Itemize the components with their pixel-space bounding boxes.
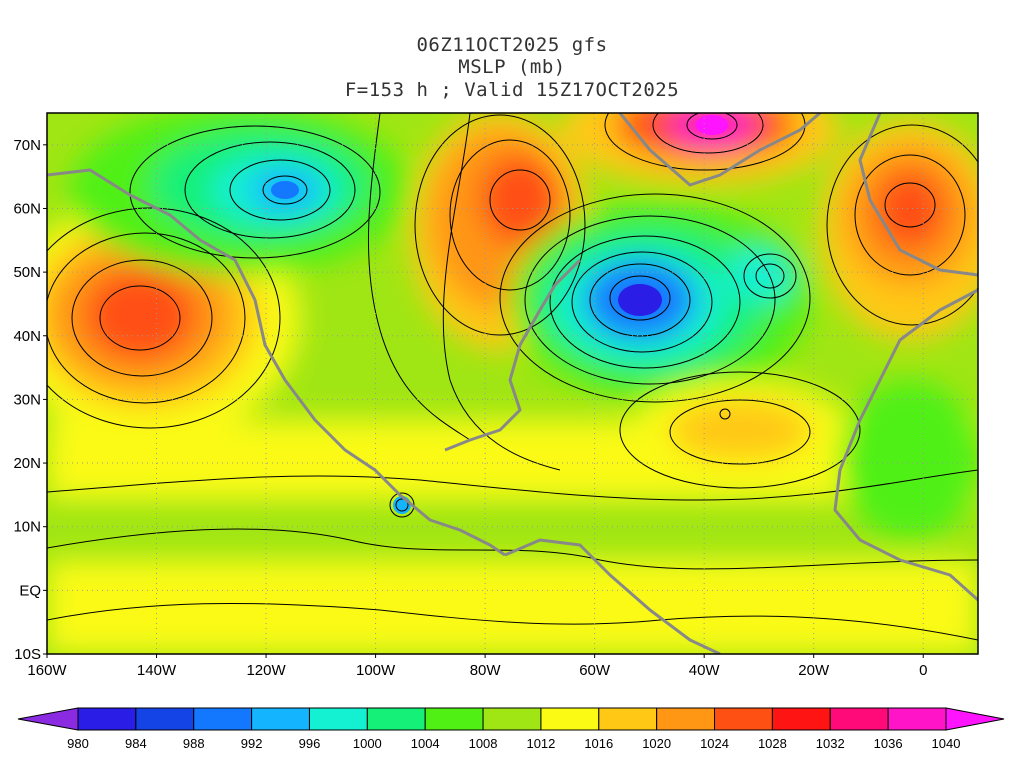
lat-label: 60N — [13, 200, 41, 217]
isobars — [47, 113, 978, 641]
lon-label: 20W — [798, 662, 830, 679]
colorbar-label: 988 — [183, 736, 205, 751]
colorbar-arrow-high — [945, 707, 1005, 731]
colorbar-swatch — [656, 707, 716, 731]
colorbar-label: 984 — [125, 736, 147, 751]
lat-label: 50N — [13, 264, 41, 281]
colorbar-label: 1020 — [642, 736, 671, 751]
colorbar-swatch — [424, 707, 484, 731]
colorbar-swatch — [829, 707, 889, 731]
colorbar-swatch — [77, 707, 137, 731]
lon-label: 60W — [579, 662, 611, 679]
lon-label: 100W — [356, 662, 396, 679]
lon-label: 140W — [137, 662, 177, 679]
colorbar-swatch — [135, 707, 195, 731]
colorbar-label: 996 — [299, 736, 321, 751]
colorbar-swatch — [308, 707, 368, 731]
longitude-labels: 160W 140W 120W 100W 80W 60W 40W 20W 0 — [27, 654, 927, 679]
lat-label: 10S — [14, 646, 41, 663]
lon-label: 80W — [470, 662, 502, 679]
lat-label: 10N — [13, 519, 41, 536]
colorbar-label: 1016 — [584, 736, 613, 751]
colorbar-label: 1000 — [353, 736, 382, 751]
colorbar-swatch — [887, 707, 947, 731]
coastlines — [47, 113, 978, 654]
map-title-run: 06Z11OCT2025 gfs — [416, 34, 608, 56]
colorbar-label: 1032 — [816, 736, 845, 751]
pressure-field — [47, 113, 978, 654]
colorbar-swatch — [598, 707, 658, 731]
map-title-field: MSLP (mb) — [458, 56, 566, 78]
colorbar-label: 1028 — [758, 736, 787, 751]
colorbar-swatch — [366, 707, 426, 731]
colorbar-label: 1004 — [411, 736, 440, 751]
lon-label: 0 — [919, 662, 927, 679]
colorbar-label: 1036 — [874, 736, 903, 751]
colorbar-swatch — [251, 707, 310, 731]
colorbar-label: 1008 — [469, 736, 498, 751]
latitude-labels: 70N 60N 50N 40N 30N 20N 10N EQ 10S — [13, 137, 47, 663]
lat-label: 70N — [13, 137, 41, 154]
colorbar-label: 1012 — [526, 736, 555, 751]
map-title-valid: F=153 h ; Valid 15Z17OCT2025 — [344, 79, 680, 101]
lat-label: EQ — [19, 582, 41, 599]
colorbar-label: 980 — [67, 736, 89, 751]
colorbar-swatch — [482, 707, 542, 731]
colorbar-arrow-low — [17, 707, 79, 731]
lon-label: 120W — [246, 662, 286, 679]
lon-label: 160W — [27, 662, 67, 679]
lon-label: 40W — [689, 662, 721, 679]
lat-lon-grid — [47, 113, 978, 654]
colorbar-swatch — [193, 707, 253, 731]
colorbar: 980 984 988 992 996 1000 1004 1008 1012 1016 1020 1… — [17, 707, 1005, 751]
colorbar-swatch — [771, 707, 831, 731]
lat-label: 30N — [13, 391, 41, 408]
colorbar-swatch — [714, 707, 773, 731]
lat-label: 40N — [13, 328, 41, 345]
colorbar-label: 1040 — [932, 736, 961, 751]
lat-label: 20N — [13, 455, 41, 472]
colorbar-swatch — [540, 707, 600, 731]
map-frame — [46, 112, 979, 655]
colorbar-label: 1024 — [700, 736, 729, 751]
colorbar-label: 992 — [241, 736, 263, 751]
